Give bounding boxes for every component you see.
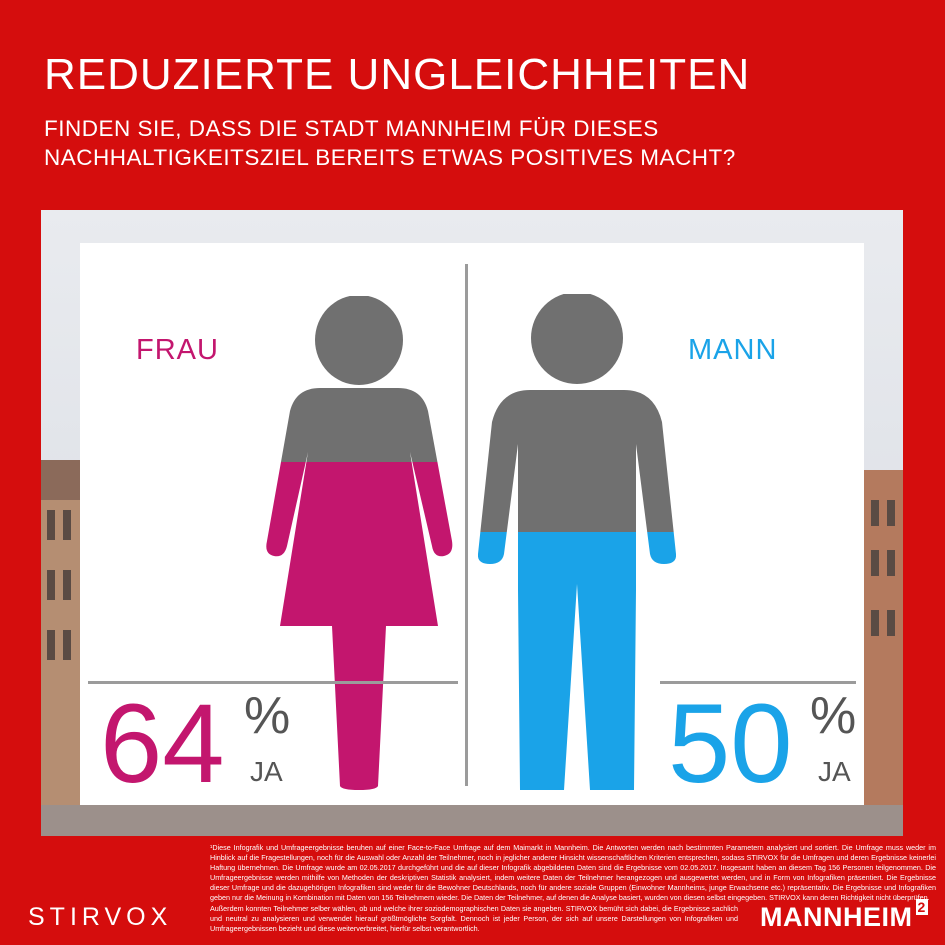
male-label: MANN [688, 334, 777, 367]
male-answer: JA [818, 756, 851, 787]
mannheim-logo: MANNHEIM 2 [760, 899, 928, 933]
mannheim-logo-sup: 2 [915, 899, 928, 915]
chart-card [80, 243, 864, 805]
page-subtitle: FINDEN SIE, DASS DIE STADT MANNHEIM FÜR … [44, 116, 736, 170]
female-answer: JA [250, 756, 283, 787]
female-figure-icon [266, 296, 453, 790]
male-percent-sign: % [810, 687, 857, 745]
footnote-continued: Außerdem konnten Teilnehmer selber wähle… [210, 904, 738, 933]
female-percent-sign: % [244, 687, 291, 745]
female-label-text: FRAU [136, 334, 219, 366]
female-label: FRAU [136, 334, 219, 367]
mannheim-logo-text: MANNHEIM [760, 902, 913, 932]
center-divider [465, 264, 468, 786]
male-figure-icon [478, 294, 676, 790]
female-baseline [88, 681, 458, 684]
page-title: REDUZIERTE UNGLEICHHEITEN [44, 50, 751, 99]
stirvox-logo: STIRVOX [28, 903, 173, 931]
footnote: ¹Diese Infografik und Umfrageergebnisse … [210, 843, 936, 902]
female-percentage: 64 [100, 681, 225, 806]
male-percentage: 50 [668, 681, 793, 806]
male-label-text: MANN [688, 334, 778, 366]
male-baseline [660, 681, 856, 684]
